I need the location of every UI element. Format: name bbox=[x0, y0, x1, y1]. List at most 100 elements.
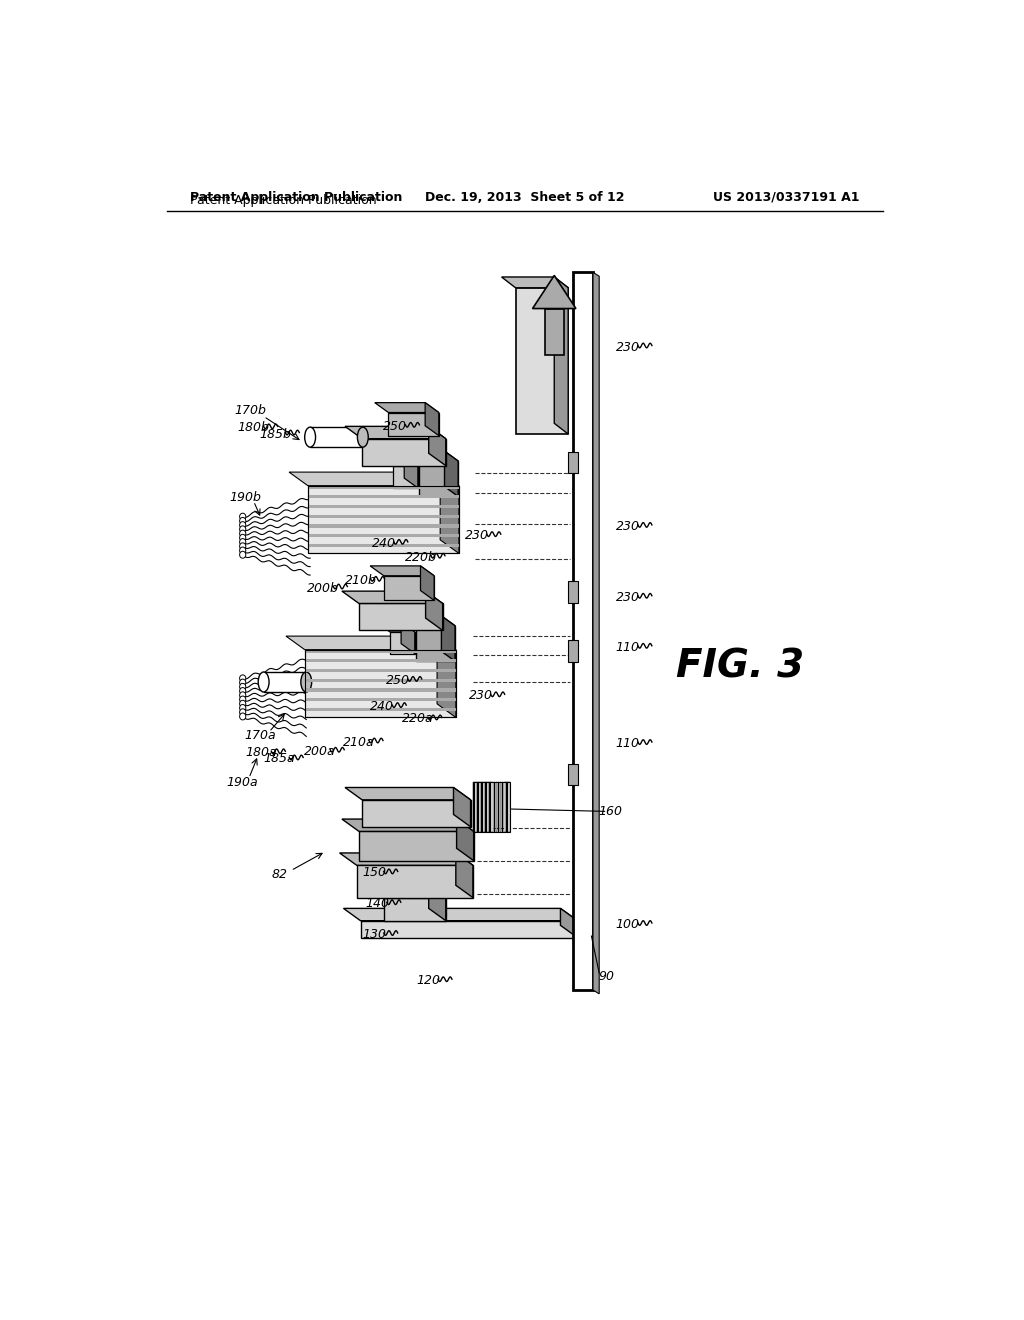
Polygon shape bbox=[429, 426, 445, 466]
Text: 200b: 200b bbox=[307, 582, 339, 594]
Text: US 2013/0337191 A1: US 2013/0337191 A1 bbox=[713, 190, 859, 203]
Polygon shape bbox=[444, 451, 458, 496]
Polygon shape bbox=[305, 669, 456, 672]
Ellipse shape bbox=[240, 696, 246, 704]
Polygon shape bbox=[425, 403, 438, 436]
Ellipse shape bbox=[240, 546, 246, 554]
Polygon shape bbox=[308, 506, 459, 508]
Ellipse shape bbox=[240, 678, 246, 686]
Polygon shape bbox=[305, 649, 456, 653]
Text: 82: 82 bbox=[271, 869, 287, 880]
Polygon shape bbox=[485, 781, 487, 832]
Ellipse shape bbox=[240, 705, 246, 711]
Polygon shape bbox=[506, 781, 508, 832]
Text: 230: 230 bbox=[615, 341, 640, 354]
Text: 220b: 220b bbox=[406, 550, 437, 564]
Text: 250: 250 bbox=[383, 420, 408, 433]
Ellipse shape bbox=[258, 672, 269, 692]
Polygon shape bbox=[380, 457, 418, 466]
Polygon shape bbox=[401, 622, 415, 653]
Polygon shape bbox=[440, 473, 459, 553]
Text: 110: 110 bbox=[615, 737, 640, 750]
Polygon shape bbox=[508, 781, 510, 832]
Text: 230: 230 bbox=[469, 689, 493, 702]
Text: 170b: 170b bbox=[234, 404, 266, 417]
Polygon shape bbox=[286, 636, 456, 649]
Ellipse shape bbox=[240, 552, 246, 558]
Polygon shape bbox=[492, 781, 494, 832]
Text: 190b: 190b bbox=[229, 491, 262, 504]
Polygon shape bbox=[376, 622, 415, 632]
Ellipse shape bbox=[240, 713, 246, 719]
Polygon shape bbox=[263, 672, 306, 692]
Text: 250: 250 bbox=[386, 675, 410, 686]
Polygon shape bbox=[308, 535, 459, 537]
Ellipse shape bbox=[240, 513, 246, 520]
Polygon shape bbox=[429, 886, 445, 921]
Polygon shape bbox=[308, 486, 459, 553]
Polygon shape bbox=[545, 309, 563, 355]
Polygon shape bbox=[340, 853, 473, 866]
Text: 90: 90 bbox=[599, 970, 615, 982]
Text: 190a: 190a bbox=[227, 776, 258, 788]
Polygon shape bbox=[504, 781, 506, 832]
Polygon shape bbox=[441, 616, 455, 661]
Polygon shape bbox=[568, 581, 578, 603]
Text: 120: 120 bbox=[417, 974, 440, 987]
Polygon shape bbox=[308, 515, 459, 517]
Ellipse shape bbox=[240, 675, 246, 682]
Polygon shape bbox=[305, 689, 456, 692]
Polygon shape bbox=[500, 781, 502, 832]
Ellipse shape bbox=[240, 692, 246, 698]
Polygon shape bbox=[532, 276, 575, 309]
Text: 130: 130 bbox=[362, 928, 386, 941]
Text: 210a: 210a bbox=[343, 735, 375, 748]
Text: 230: 230 bbox=[615, 591, 640, 603]
Polygon shape bbox=[362, 438, 445, 466]
Polygon shape bbox=[426, 591, 442, 631]
Polygon shape bbox=[305, 660, 456, 663]
Text: 185a: 185a bbox=[263, 752, 295, 766]
Polygon shape bbox=[384, 898, 445, 921]
Polygon shape bbox=[360, 921, 578, 937]
Polygon shape bbox=[367, 886, 445, 898]
Text: 150: 150 bbox=[362, 866, 386, 879]
Polygon shape bbox=[342, 818, 474, 832]
Ellipse shape bbox=[240, 539, 246, 545]
Polygon shape bbox=[483, 781, 484, 832]
Polygon shape bbox=[421, 566, 434, 601]
Polygon shape bbox=[473, 781, 474, 832]
Text: 240: 240 bbox=[372, 537, 395, 550]
Polygon shape bbox=[402, 616, 455, 626]
Ellipse shape bbox=[240, 535, 246, 541]
Polygon shape bbox=[502, 277, 568, 288]
Text: 210b: 210b bbox=[344, 574, 377, 587]
Ellipse shape bbox=[240, 531, 246, 537]
Text: 110: 110 bbox=[615, 640, 640, 653]
Polygon shape bbox=[456, 853, 473, 898]
Polygon shape bbox=[437, 636, 456, 718]
Polygon shape bbox=[489, 781, 492, 832]
Ellipse shape bbox=[305, 428, 315, 447]
Polygon shape bbox=[390, 632, 415, 653]
Text: FIG. 3: FIG. 3 bbox=[676, 648, 804, 685]
Polygon shape bbox=[308, 495, 459, 499]
Polygon shape bbox=[568, 763, 578, 785]
Polygon shape bbox=[305, 678, 456, 682]
Polygon shape bbox=[477, 781, 478, 832]
Polygon shape bbox=[308, 544, 459, 546]
Polygon shape bbox=[308, 486, 459, 488]
Ellipse shape bbox=[240, 684, 246, 690]
Polygon shape bbox=[496, 781, 498, 832]
Polygon shape bbox=[417, 626, 455, 661]
Polygon shape bbox=[359, 603, 442, 631]
Ellipse shape bbox=[240, 688, 246, 694]
Text: 140: 140 bbox=[366, 898, 389, 911]
Ellipse shape bbox=[240, 517, 246, 524]
Ellipse shape bbox=[301, 672, 311, 692]
Polygon shape bbox=[375, 403, 438, 412]
Polygon shape bbox=[406, 451, 458, 461]
Ellipse shape bbox=[357, 428, 369, 447]
Polygon shape bbox=[554, 277, 568, 434]
Polygon shape bbox=[308, 524, 459, 528]
